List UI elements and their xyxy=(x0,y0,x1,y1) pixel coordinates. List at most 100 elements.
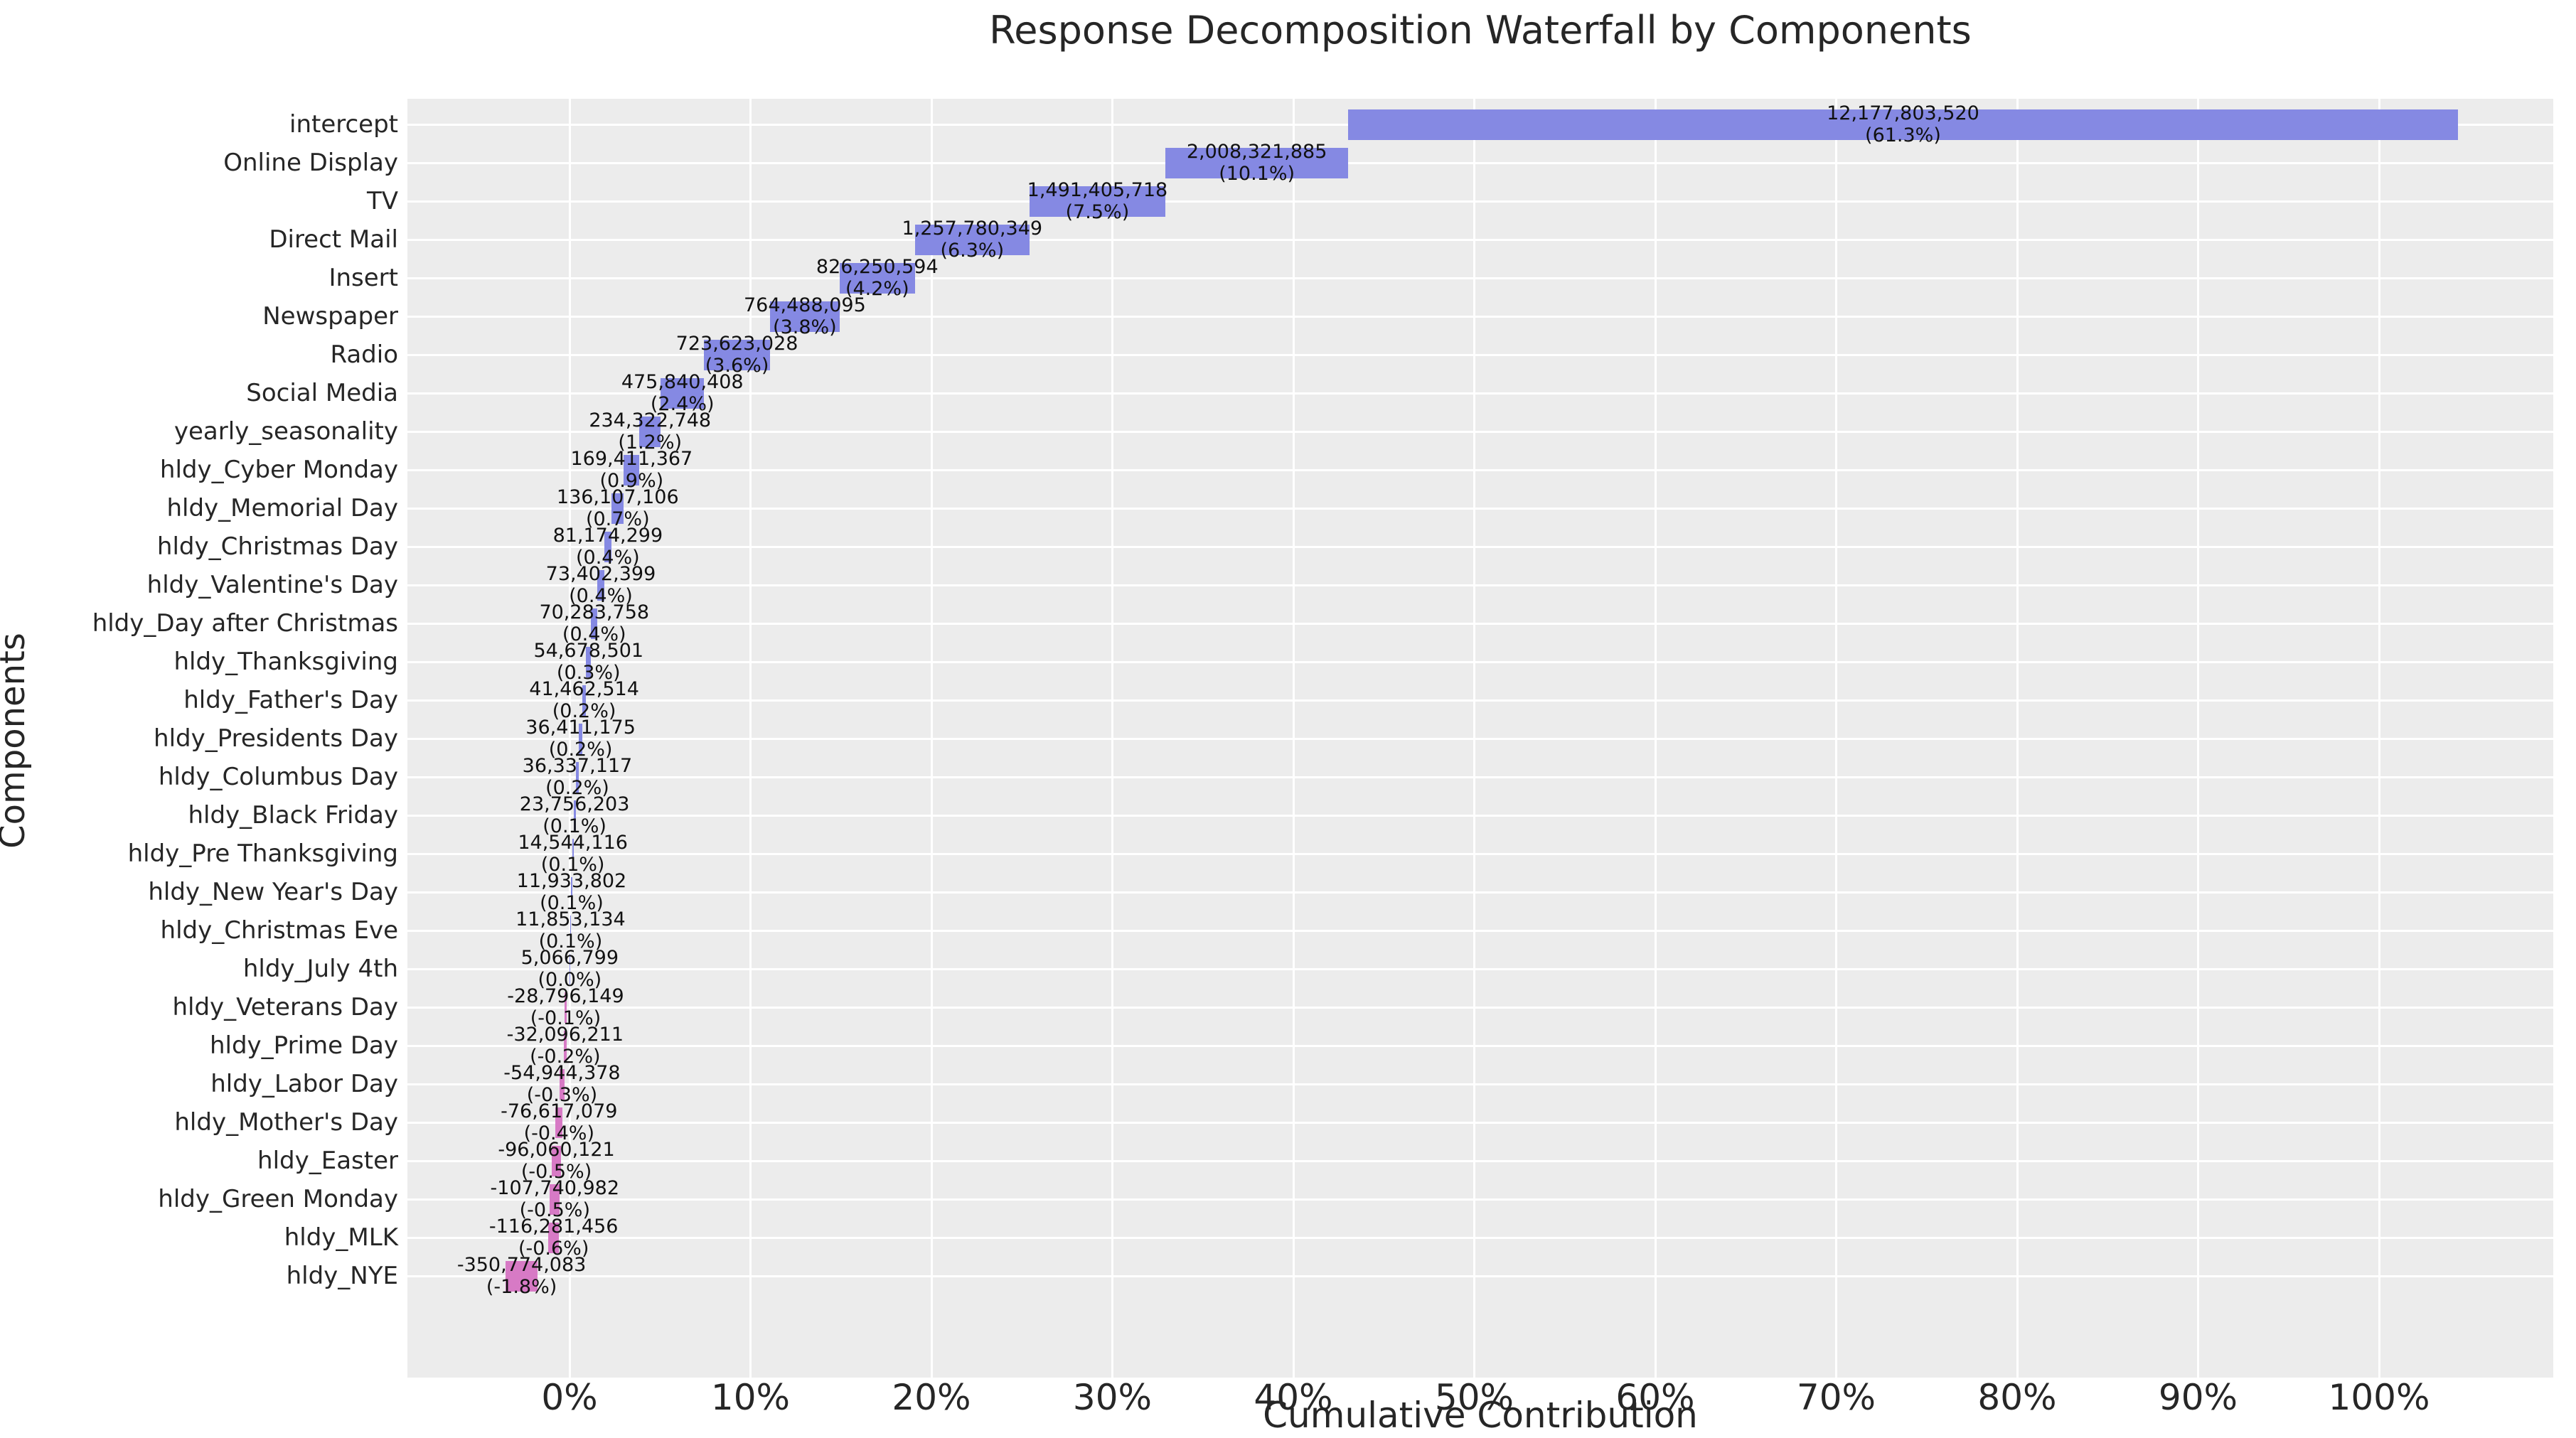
y-gridline xyxy=(407,1044,2553,1047)
category-label: hldy_Father's Day xyxy=(183,686,398,714)
y-gridline xyxy=(407,430,2553,433)
category-label: hldy_Thanksgiving xyxy=(173,648,398,676)
waterfall-bar xyxy=(586,646,592,677)
chart-title: Response Decomposition Waterfall by Comp… xyxy=(989,8,1972,53)
bar-value-label: -116,281,456 (-0.6%) xyxy=(488,1216,619,1260)
waterfall-bar xyxy=(573,800,576,831)
y-gridline xyxy=(407,737,2553,740)
waterfall-bar xyxy=(548,1222,560,1253)
y-gridline xyxy=(407,353,2553,356)
bar-value-label: 14,544,116 (0.1%) xyxy=(518,832,628,876)
waterfall-bar xyxy=(1165,147,1349,178)
category-label: Insert xyxy=(328,264,398,292)
y-gridline xyxy=(407,776,2553,778)
bar-value-label: 81,174,299 (0.4%) xyxy=(552,525,663,569)
y-gridline xyxy=(407,584,2553,586)
bar-value-label: 234,322,748 (1.2%) xyxy=(589,409,712,454)
category-label: hldy_Christmas Eve xyxy=(160,916,398,945)
category-label: hldy_Christmas Day xyxy=(156,532,398,561)
bar-value-label: -107,740,982 (-0.5%) xyxy=(490,1177,620,1221)
category-label: hldy_Easter xyxy=(257,1147,398,1175)
y-gridline xyxy=(407,238,2553,241)
bar-value-label: 723,623,028 (3.6%) xyxy=(675,333,798,377)
y-gridline xyxy=(407,315,2553,318)
x-tick-label: 0% xyxy=(541,1377,598,1418)
x-tick-label: 90% xyxy=(2158,1377,2238,1418)
bar-value-label: 12,177,803,520 (61.3%) xyxy=(1827,102,1979,146)
category-label: hldy_Pre Thanksgiving xyxy=(127,839,398,868)
category-label: Social Media xyxy=(246,379,398,407)
x-tick-label: 70% xyxy=(1796,1377,1876,1418)
y-gridline xyxy=(407,1121,2553,1124)
category-label: hldy_Veterans Day xyxy=(172,993,398,1021)
bar-value-label: -96,060,121 (-0.5%) xyxy=(498,1139,615,1183)
category-label: hldy_Labor Day xyxy=(210,1070,398,1098)
waterfall-bar xyxy=(661,377,705,409)
bar-value-label: 41,462,514 (0.2%) xyxy=(529,678,639,722)
waterfall-bar xyxy=(1348,109,2458,140)
category-label: hldy_MLK xyxy=(284,1223,398,1252)
waterfall-bar xyxy=(1029,186,1165,217)
bar-value-label: -350,774,083 (-1.8%) xyxy=(456,1254,587,1298)
waterfall-bar xyxy=(579,723,582,754)
category-label: yearly_seasonality xyxy=(173,417,398,446)
bar-value-label: 475,840,408 (2.4%) xyxy=(621,371,744,415)
category-label: hldy_Green Monday xyxy=(158,1185,398,1213)
waterfall-bar xyxy=(563,1030,567,1061)
bar-value-label: 11,933,802 (0.1%) xyxy=(516,870,627,914)
y-gridline xyxy=(407,1198,2553,1201)
x-tick-label: 60% xyxy=(1615,1377,1695,1418)
category-label: hldy_New Year's Day xyxy=(148,878,398,906)
category-label: hldy_Mother's Day xyxy=(174,1108,398,1137)
y-gridline xyxy=(407,699,2553,702)
y-gridline xyxy=(407,814,2553,817)
y-gridline xyxy=(407,392,2553,395)
waterfall-bar xyxy=(591,608,598,639)
bar-value-label: 169,411,367 (0.9%) xyxy=(570,448,693,492)
waterfall-bar xyxy=(571,876,572,908)
category-label: Online Display xyxy=(223,149,398,177)
y-gridline xyxy=(407,161,2553,164)
category-label: hldy_July 4th xyxy=(242,955,398,983)
x-axis-label: Cumulative Contribution xyxy=(1263,1395,1698,1436)
waterfall-bar xyxy=(572,838,574,869)
y-gridline xyxy=(407,929,2553,932)
y-gridline xyxy=(407,622,2553,625)
waterfall-bar xyxy=(839,262,915,294)
bar-value-label: 54,678,501 (0.3%) xyxy=(533,640,644,684)
y-gridline xyxy=(407,852,2553,855)
waterfall-bar xyxy=(914,224,1030,255)
bar-value-label: -32,096,211 (-0.2%) xyxy=(506,1024,624,1068)
waterfall-bar xyxy=(552,1145,561,1176)
waterfall-bar xyxy=(506,1260,538,1292)
y-gridline xyxy=(407,545,2553,548)
bar-value-label: 73,402,399 (0.4%) xyxy=(545,563,656,607)
category-label: hldy_Columbus Day xyxy=(158,763,398,791)
waterfall-bar xyxy=(624,454,640,485)
y-gridline xyxy=(407,1006,2553,1009)
waterfall-bar xyxy=(575,761,579,793)
waterfall-bar xyxy=(559,1068,565,1100)
bar-value-label: 2,008,321,885 (10.1%) xyxy=(1186,141,1327,185)
bar-value-label: -54,944,378 (-0.3%) xyxy=(503,1062,621,1106)
x-tick-label: 80% xyxy=(1977,1377,2057,1418)
bar-value-label: 1,257,780,349 (6.3%) xyxy=(902,218,1043,262)
bar-value-label: 136,107,106 (0.7%) xyxy=(556,486,679,530)
y-gridline xyxy=(407,1083,2553,1085)
waterfall-bar xyxy=(769,301,840,332)
waterfall-bar xyxy=(555,1107,563,1138)
bar-value-label: 36,337,117 (0.2%) xyxy=(522,755,633,799)
bar-value-label: 826,250,594 (4.2%) xyxy=(816,256,939,300)
bar-value-label: 36,411,175 (0.2%) xyxy=(525,717,636,761)
waterfall-bar xyxy=(704,339,770,370)
bar-value-label: -28,796,149 (-0.1%) xyxy=(507,985,624,1029)
plot-area: 12,177,803,520 (61.3%) 2,008,321,885 (10.… xyxy=(407,99,2553,1378)
y-gridline xyxy=(407,967,2553,970)
waterfall-bar xyxy=(604,531,612,562)
category-label: hldy_Day after Christmas xyxy=(92,609,398,638)
bar-value-label: 11,853,134 (0.1%) xyxy=(515,908,626,953)
waterfall-bar xyxy=(564,992,567,1023)
y-gridline xyxy=(407,660,2553,663)
category-label: hldy_Black Friday xyxy=(188,801,398,830)
